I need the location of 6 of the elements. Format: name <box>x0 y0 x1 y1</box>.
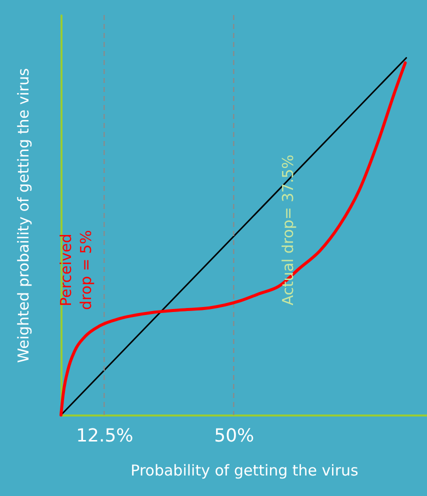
y-axis-title: Weighted probaility of getting the virus <box>14 68 32 363</box>
annotation: Perceived drop = 5% <box>57 230 95 310</box>
x-tick-label: 50% <box>214 426 254 446</box>
x-tick-label: 12.5% <box>76 426 134 446</box>
x-axis-title: Probability of getting the virus <box>130 462 359 480</box>
annotation: Actual drop= 37.5% <box>279 154 297 306</box>
